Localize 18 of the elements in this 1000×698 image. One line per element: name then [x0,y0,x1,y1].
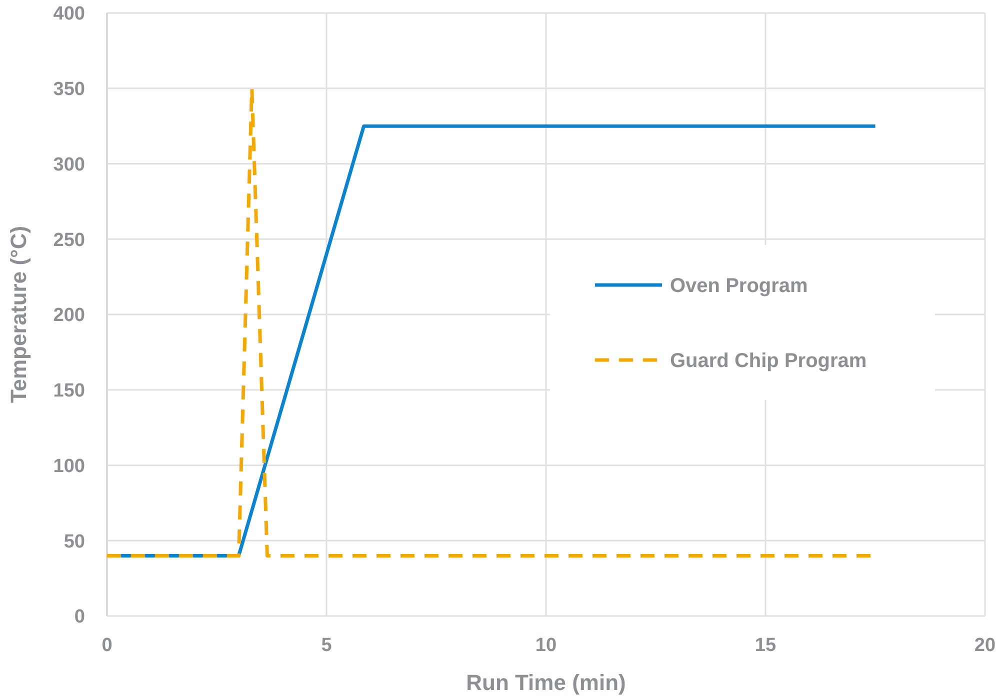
y-tick-label: 0 [74,606,85,628]
y-tick-label: 350 [53,79,85,100]
y-tick-label: 50 [64,531,85,552]
y-tick-label: 150 [53,380,85,402]
y-tick-label: 200 [53,305,85,326]
y-axis-title: Temperature (°C) [6,226,31,404]
legend-label: Guard Chip Program [670,350,867,372]
y-tick-label: 100 [53,456,85,477]
y-tick-label: 300 [53,154,85,176]
x-tick-label: 20 [974,635,996,656]
x-tick-label: 10 [535,635,557,656]
x-tick-label: 0 [102,635,112,656]
legend-label: Oven Program [670,275,808,297]
y-tick-label: 250 [53,230,85,251]
x-axis-title: Run Time (min) [466,670,626,695]
x-tick-label: 15 [754,635,776,656]
y-tick-label: 400 [53,4,85,25]
x-tick-label: 5 [321,635,332,656]
